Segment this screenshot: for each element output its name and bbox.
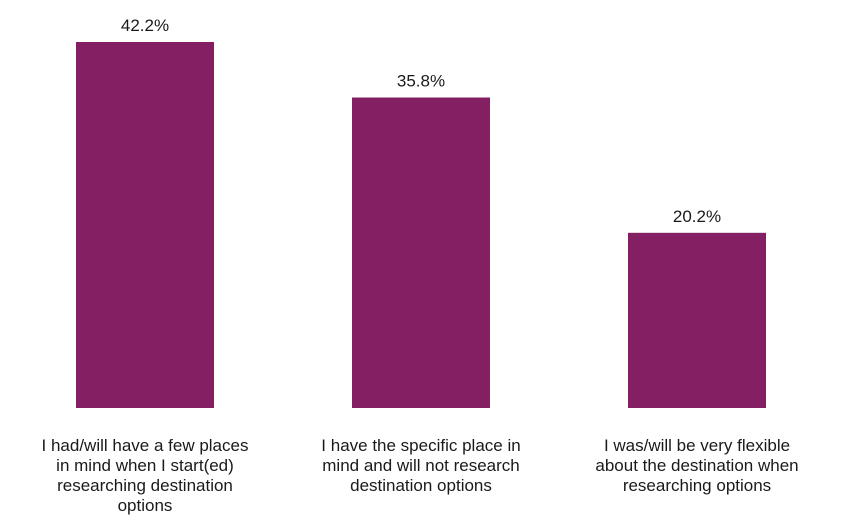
category-label: I was/will be very flexible about the de… — [567, 436, 827, 496]
data-label: 20.2% — [673, 207, 721, 226]
bar — [352, 98, 490, 408]
category-label: I have the specific place in mind and wi… — [291, 436, 551, 496]
bar — [76, 42, 214, 408]
bar — [628, 233, 766, 408]
bars-group — [76, 42, 766, 408]
data-label: 35.8% — [397, 72, 445, 91]
data-label: 42.2% — [121, 16, 169, 35]
category-label: I had/will have a few places in mind whe… — [15, 436, 275, 516]
